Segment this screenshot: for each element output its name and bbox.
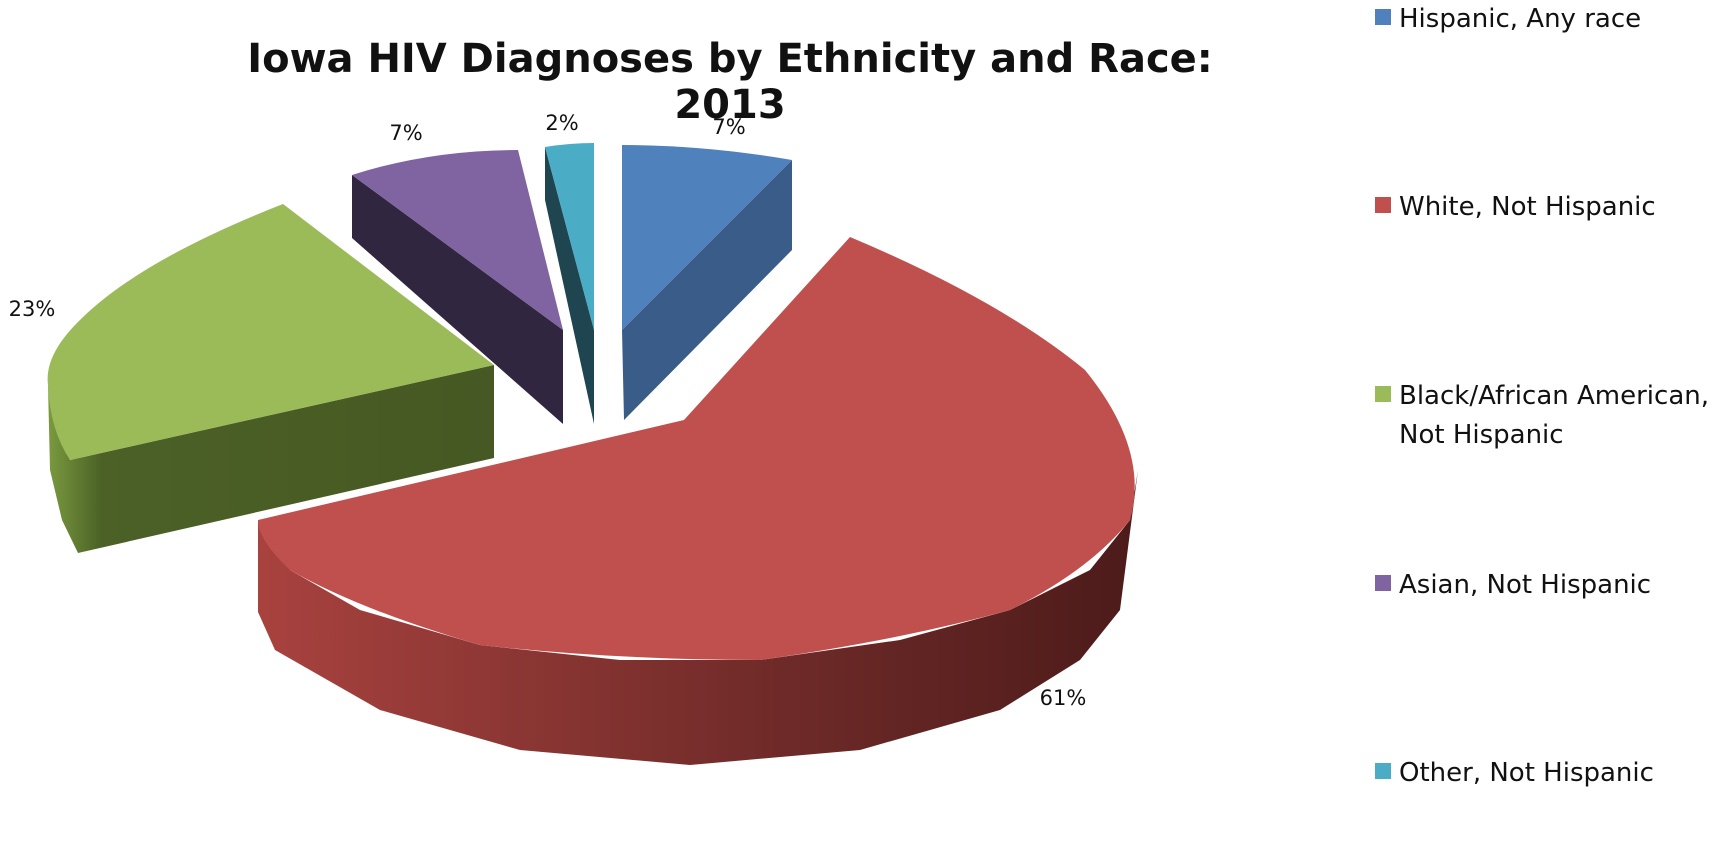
data-label-other: 2% — [545, 111, 578, 135]
data-label-black: 23% — [9, 297, 56, 321]
legend-label: White, Not Hispanic — [1399, 192, 1656, 222]
pie-slice-side-other — [545, 147, 594, 424]
pie-slice-other — [545, 143, 594, 330]
data-label-white: 61% — [1040, 686, 1087, 710]
legend-swatch — [1375, 575, 1391, 591]
pie-slice-side-asian — [352, 175, 563, 424]
data-label-hispanic: 7% — [712, 115, 745, 139]
legend-label: Other, Not Hispanic — [1399, 758, 1654, 788]
pie-slice-side-white — [258, 470, 1138, 765]
pie-slice-side-hispanic — [622, 160, 792, 420]
pie-chart: 7% 61% 23% 7% 2% — [9, 111, 1138, 765]
legend-item: Black/African American, Not Hispanic — [1375, 377, 1709, 455]
legend-item: Hispanic, Any race — [1375, 0, 1709, 39]
pie-slice-white — [258, 237, 1135, 660]
legend-item: White, Not Hispanic — [1375, 188, 1709, 227]
pie-slice-side-black — [48, 365, 494, 553]
legend-label: Asian, Not Hispanic — [1399, 570, 1652, 600]
legend-swatch — [1375, 763, 1391, 779]
legend-item: Asian, Not Hispanic — [1375, 566, 1709, 605]
legend-swatch — [1375, 386, 1391, 402]
legend-swatch — [1375, 9, 1391, 25]
chart-title: Iowa HIV Diagnoses by Ethnicity and Race… — [247, 36, 1213, 128]
legend-label: Hispanic, Any race — [1399, 4, 1642, 34]
data-label-asian: 7% — [389, 121, 422, 145]
legend-item: Other, Not Hispanic — [1375, 754, 1709, 793]
legend-swatch — [1375, 197, 1391, 213]
pie-slice-hispanic — [622, 145, 792, 330]
pie-slice-asian — [352, 150, 563, 330]
legend-label: Black/African American, Not Hispanic — [1399, 381, 1709, 450]
pie-slice-black — [47, 204, 494, 460]
